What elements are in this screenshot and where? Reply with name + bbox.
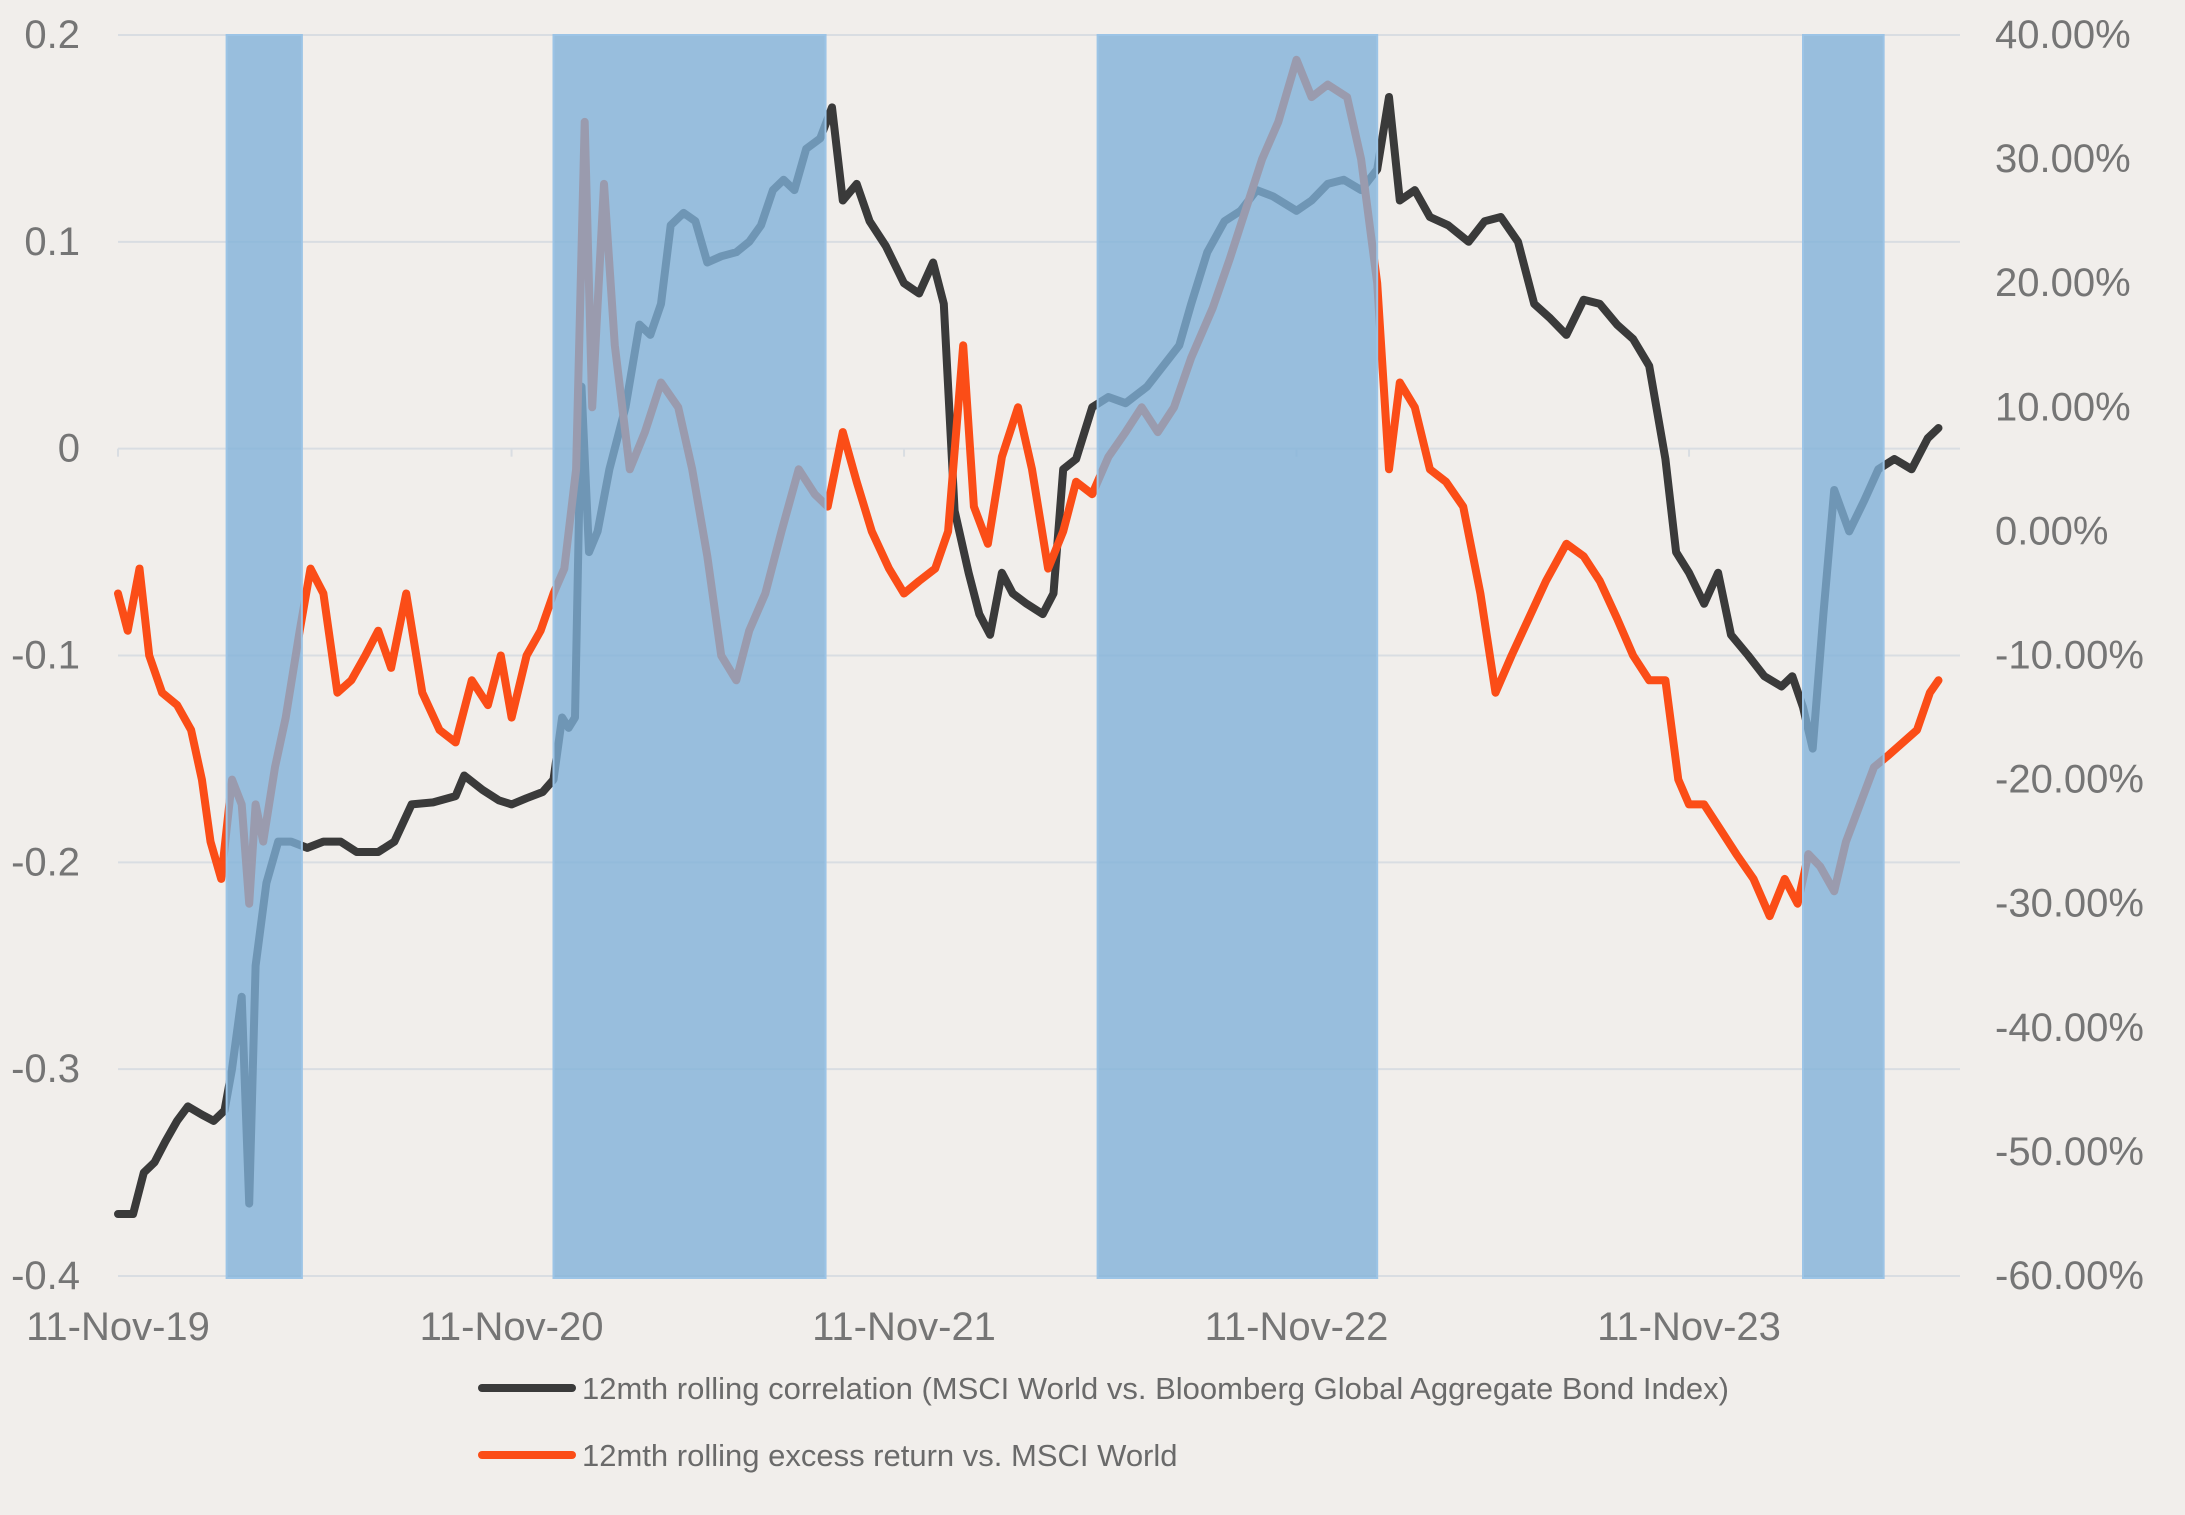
y-right-tick-label-8: -40.00% — [1995, 1006, 2144, 1050]
y-left-tick-label-0: 0.2 — [24, 13, 80, 57]
y-left-tick-label-4: -0.2 — [11, 840, 80, 884]
shaded-periods — [225, 34, 1885, 1279]
shaded-period-3 — [1802, 34, 1885, 1279]
y-right-tick-label-1: 30.00% — [1995, 137, 2131, 181]
y-right-tick-label-3: 10.00% — [1995, 385, 2131, 429]
y-right-tick-label-9: -50.00% — [1995, 1130, 2144, 1174]
x-tick-label-4: 11-Nov-23 — [1597, 1305, 1781, 1349]
shaded-period-0 — [225, 34, 303, 1279]
y-right-tick-label-6: -20.00% — [1995, 758, 2144, 802]
y-right-tick-label-7: -30.00% — [1995, 882, 2144, 926]
y-right-tick-label-5: -10.00% — [1995, 634, 2144, 678]
x-tick-label-3: 11-Nov-22 — [1205, 1305, 1389, 1349]
legend-label-0: 12mth rolling correlation (MSCI World vs… — [582, 1371, 1729, 1406]
series-lines — [114, 55, 1943, 1218]
series-line-0 — [114, 93, 1943, 1218]
x-tick-label-0: 11-Nov-19 — [26, 1305, 210, 1349]
x-tick-label-2: 11-Nov-21 — [812, 1305, 996, 1349]
shaded-period-2 — [1096, 34, 1379, 1279]
x-axis: 11-Nov-19 11-Nov-20 11-Nov-21 11-Nov-22 11-N… — [26, 1305, 1781, 1349]
shaded-period-1 — [552, 34, 827, 1279]
y-left-tick-label-6: -0.4 — [11, 1254, 80, 1298]
series-line-1 — [114, 55, 1943, 921]
gridlines — [117, 34, 1960, 1277]
y-axis-left: 0.2 0.1 0 -0.1 -0.2 -0.3 -0.4 — [11, 13, 80, 1298]
y-left-tick-label-3: -0.1 — [11, 634, 80, 678]
y-left-tick-label-1: 0.1 — [24, 220, 80, 264]
y-right-tick-label-0: 40.00% — [1995, 13, 2131, 57]
y-left-tick-label-5: -0.3 — [11, 1047, 80, 1091]
y-left-tick-label-2: 0 — [58, 427, 80, 471]
legend-label-1: 12mth rolling excess return vs. MSCI Wor… — [582, 1438, 1178, 1473]
x-tick-label-1: 11-Nov-20 — [420, 1305, 604, 1349]
legend: 12mth rolling correlation (MSCI World vs… — [478, 1371, 1729, 1473]
y-right-tick-label-4: 0.00% — [1995, 509, 2108, 553]
y-right-tick-label-2: 20.00% — [1995, 261, 2131, 305]
y-right-tick-label-10: -60.00% — [1995, 1254, 2144, 1298]
y-axis-right: 40.00% 30.00% 20.00% 10.00% 0.00% -10.00% -20.… — [1995, 13, 2144, 1298]
